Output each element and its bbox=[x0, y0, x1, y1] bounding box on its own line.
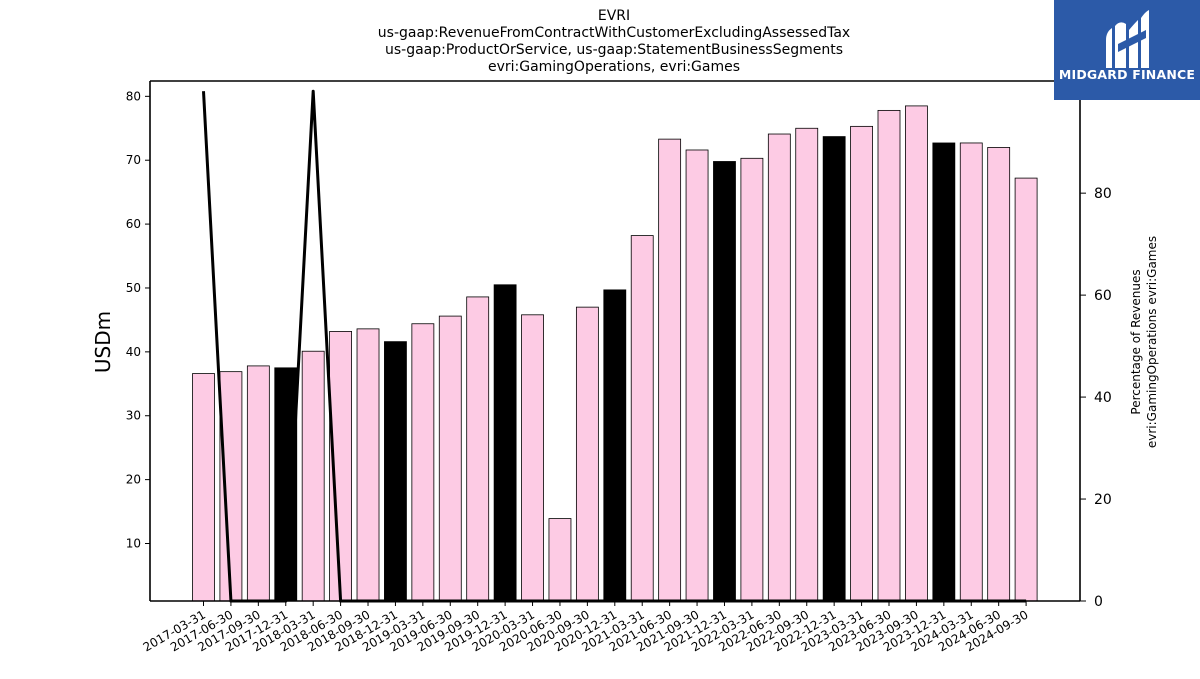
bar bbox=[795, 127, 819, 602]
chart-title-line: us-gaap:ProductOrService, us-gaap:Statem… bbox=[385, 42, 843, 58]
bar bbox=[548, 518, 572, 602]
bar bbox=[905, 105, 928, 602]
y2-tick-label: 60 bbox=[1094, 288, 1112, 304]
brand-logo: MIDGARD FINANCE bbox=[1054, 0, 1200, 100]
y-tick-label: 50 bbox=[126, 281, 141, 295]
y-tick-label: 30 bbox=[126, 409, 141, 423]
bar bbox=[603, 289, 627, 602]
bar bbox=[575, 306, 599, 602]
chart-title-line: evri:GamingOperations, evri:Games bbox=[488, 59, 740, 75]
y2-axis-label-line: Percentage of Revenues bbox=[1129, 269, 1143, 414]
bar bbox=[384, 341, 407, 602]
bar bbox=[1014, 177, 1038, 602]
y2-tick-label: 0 bbox=[1094, 594, 1103, 610]
y-tick-label: 20 bbox=[126, 473, 141, 487]
bar bbox=[685, 149, 709, 602]
bar bbox=[246, 365, 270, 602]
y2-tick-label: 80 bbox=[1094, 186, 1112, 202]
bar bbox=[192, 373, 215, 602]
x-axis-ticks: 2017-03-312017-06-302017-09-302017-12-31… bbox=[141, 601, 1031, 654]
logo-text: MIDGARD FINANCE bbox=[1058, 67, 1196, 82]
y2-tick-label: 40 bbox=[1094, 390, 1112, 406]
bar bbox=[466, 296, 490, 602]
bar bbox=[301, 350, 325, 602]
y2-axis-ticks: 020406080100 bbox=[1080, 84, 1121, 610]
y2-axis-label-line: evri:GamingOperations evri:Games bbox=[1145, 236, 1159, 448]
bar bbox=[521, 314, 544, 602]
bar bbox=[877, 109, 901, 602]
y-tick-label: 60 bbox=[126, 217, 141, 231]
y-tick-label: 40 bbox=[126, 345, 141, 359]
chart-title: EVRIus-gaap:RevenueFromContractWithCusto… bbox=[378, 8, 850, 75]
y-tick-label: 80 bbox=[126, 89, 141, 103]
y-tick-label: 70 bbox=[126, 153, 141, 167]
logo-mark-icon bbox=[1106, 10, 1149, 68]
bar bbox=[987, 147, 1011, 602]
bar-series bbox=[192, 105, 1038, 602]
bar bbox=[356, 328, 380, 602]
bar bbox=[959, 142, 983, 602]
bar bbox=[740, 157, 764, 602]
y-axis-label: USDm bbox=[91, 311, 115, 373]
y2-tick-label: 20 bbox=[1094, 492, 1112, 508]
bar bbox=[850, 125, 873, 602]
bar bbox=[411, 323, 435, 602]
bar bbox=[658, 138, 682, 602]
bar bbox=[219, 371, 243, 602]
bar bbox=[767, 133, 791, 602]
bar bbox=[713, 161, 736, 602]
y2-axis-label: Percentage of Revenues evri:GamingOperati… bbox=[1129, 236, 1159, 448]
bar bbox=[630, 235, 654, 602]
bar bbox=[822, 136, 846, 602]
y-axis-ticks: 10 20 30 40 50 60 70 80 bbox=[126, 89, 150, 551]
bar bbox=[438, 315, 462, 602]
chart-title-line: EVRI bbox=[598, 8, 630, 24]
y-tick-label: 10 bbox=[126, 537, 141, 551]
bar bbox=[932, 142, 956, 602]
chart-title-line: us-gaap:RevenueFromContractWithCustomerE… bbox=[378, 25, 850, 41]
bar bbox=[493, 284, 517, 602]
